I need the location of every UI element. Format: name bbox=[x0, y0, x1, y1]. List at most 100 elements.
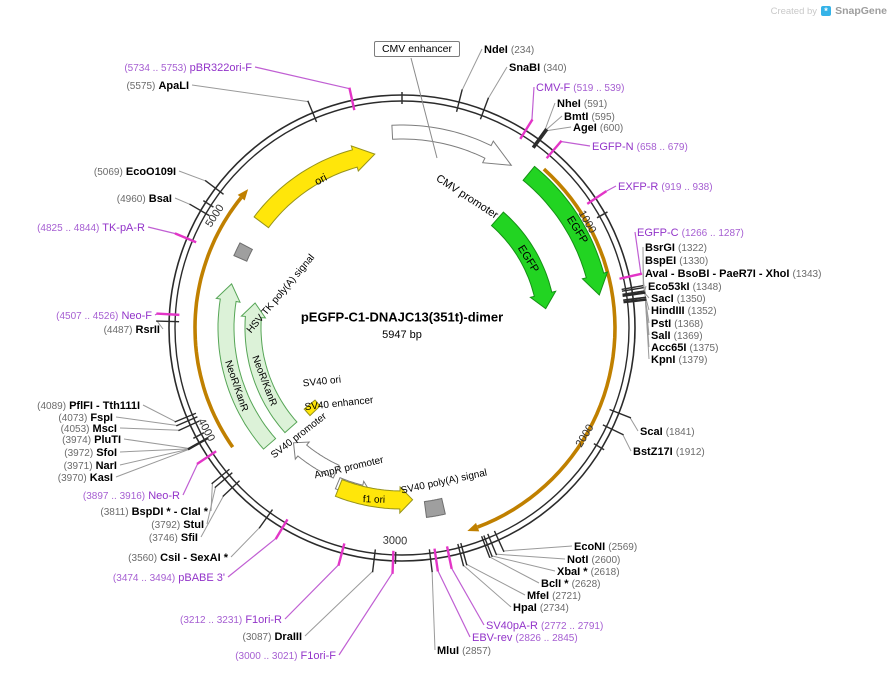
ori-arrow[interactable] bbox=[253, 145, 376, 229]
egfp-outer-arrow[interactable] bbox=[522, 165, 609, 296]
scale-tick bbox=[596, 211, 608, 219]
restriction-site-label[interactable]: BsrGI (1322) bbox=[645, 242, 707, 255]
restriction-site-label[interactable]: (3811) BspDI * - ClaI * bbox=[0, 506, 208, 519]
primer-range: (2772 .. 2791) bbox=[541, 621, 604, 632]
neor-kanr-outer-arrow[interactable] bbox=[215, 283, 277, 450]
sv40-promoter-arrow[interactable] bbox=[292, 441, 340, 479]
sv40-polya-box[interactable] bbox=[423, 497, 446, 518]
watermark-brand: SnapGene bbox=[835, 5, 887, 17]
restriction-site-label[interactable]: EcoNI (2569) bbox=[574, 541, 637, 554]
restriction-site-label[interactable]: XbaI * (2618) bbox=[557, 566, 620, 579]
neor-kanr-inner-arrow[interactable] bbox=[240, 302, 298, 434]
restriction-site-label[interactable]: NheI (591) bbox=[557, 98, 607, 111]
restriction-site-label[interactable]: KpnI (1379) bbox=[651, 354, 707, 367]
f1-ori-arrow[interactable] bbox=[334, 478, 414, 515]
restriction-site-label[interactable]: MfeI (2721) bbox=[527, 590, 581, 603]
restriction-site-label[interactable]: (3970) KasI bbox=[0, 472, 113, 485]
restriction-site-label[interactable]: (5069) EcoO109I bbox=[0, 166, 176, 179]
primer-label[interactable]: EBV-rev (2826 .. 2845) bbox=[472, 632, 578, 645]
site-name: EcoO109I bbox=[125, 166, 176, 178]
restriction-site-label[interactable]: (4073) FspI bbox=[0, 412, 113, 425]
primer-leader-line bbox=[338, 572, 394, 656]
primer-label[interactable]: EGFP-C (1266 .. 1287) bbox=[637, 227, 744, 240]
restriction-site-label[interactable]: AgeI (600) bbox=[573, 122, 623, 135]
primer-label[interactable]: (3212 .. 3231) F1ori-R bbox=[0, 614, 282, 627]
sv40-ori-box[interactable] bbox=[303, 399, 321, 417]
restriction-site-label[interactable]: (3974) PluTI bbox=[0, 434, 121, 447]
restriction-site-label[interactable]: Eco53kI (1348) bbox=[648, 281, 722, 294]
primer-label[interactable]: CMV-F (519 .. 539) bbox=[536, 82, 624, 95]
primer-name: Neo-F bbox=[121, 310, 152, 322]
site-tick bbox=[602, 424, 624, 436]
primer-label[interactable]: (4507 .. 4526) Neo-F bbox=[0, 310, 152, 323]
restriction-site-label[interactable]: HindIII (1352) bbox=[651, 305, 717, 318]
site-tick bbox=[622, 290, 646, 295]
restriction-site-label[interactable]: (4487) RsrII bbox=[0, 324, 160, 337]
site-leader-line bbox=[191, 84, 309, 103]
restriction-site-label[interactable]: ScaI (1841) bbox=[640, 426, 695, 439]
site-tick bbox=[609, 408, 632, 419]
site-leader-line bbox=[123, 438, 189, 449]
primer-name: F1ori-R bbox=[245, 614, 282, 626]
restriction-site-label[interactable]: SalI (1369) bbox=[651, 330, 703, 343]
primer-label[interactable]: EGFP-N (658 .. 679) bbox=[592, 141, 688, 154]
restriction-site-label[interactable]: BspEI (1330) bbox=[645, 255, 708, 268]
f1-ori-label[interactable]: f1 ori bbox=[362, 494, 386, 506]
restriction-site-label[interactable]: (3560) CsiI - SexAI * bbox=[0, 552, 228, 565]
restriction-site-label[interactable]: SacI (1350) bbox=[651, 293, 706, 306]
restriction-site-label[interactable]: Acc65I (1375) bbox=[651, 342, 718, 355]
primer-label[interactable]: (3897 .. 3916) Neo-R bbox=[0, 490, 180, 503]
restriction-site-label[interactable]: (3972) SfoI bbox=[0, 447, 117, 460]
site-tick bbox=[623, 299, 647, 304]
restriction-site-label[interactable]: SnaBI (340) bbox=[509, 62, 567, 75]
restriction-site-label[interactable]: (3971) NarI bbox=[0, 460, 117, 473]
site-position: (3974) bbox=[62, 435, 92, 446]
primer-leader-line bbox=[284, 564, 340, 620]
site-position: (1369) bbox=[673, 331, 703, 342]
restriction-site-label[interactable]: BstZ17I (1912) bbox=[633, 446, 705, 459]
site-name: BsrGI bbox=[645, 242, 675, 254]
primer-name: pBABE 3' bbox=[178, 572, 225, 584]
site-position: (3972) bbox=[64, 448, 94, 459]
cmv-promoter-arrow[interactable] bbox=[391, 124, 513, 166]
site-name: Acc65I bbox=[651, 342, 687, 354]
insert-arc-left-arrowhead[interactable] bbox=[237, 189, 249, 201]
restriction-site-label[interactable]: PstI (1368) bbox=[651, 318, 703, 331]
restriction-site-label[interactable]: MluI (2857) bbox=[437, 645, 491, 658]
scale-tick bbox=[193, 432, 205, 439]
restriction-site-label[interactable]: AvaI - BsoBI - PaeR7I - XhoI (1343) bbox=[645, 268, 821, 281]
primer-tick bbox=[391, 550, 395, 574]
primer-label[interactable]: EXFP-R (919 .. 938) bbox=[618, 181, 713, 194]
watermark: Created by * SnapGene bbox=[771, 5, 887, 17]
site-name: PluTI bbox=[94, 434, 121, 446]
primer-name: F1ori-F bbox=[300, 650, 336, 662]
insert-arc-right-arrowhead[interactable] bbox=[467, 522, 480, 532]
site-tick bbox=[211, 468, 230, 485]
restriction-site-label[interactable]: (3087) DraIII bbox=[0, 631, 302, 644]
restriction-site-label[interactable]: (4053) MscI bbox=[0, 423, 117, 436]
cmv-enhancer-label[interactable]: CMV enhancer bbox=[374, 41, 460, 57]
restriction-site-label[interactable]: HpaI (2734) bbox=[513, 602, 569, 615]
insert-arc-right[interactable] bbox=[476, 167, 617, 529]
restriction-site-label[interactable]: BclI * (2628) bbox=[541, 578, 600, 591]
site-tick bbox=[621, 284, 645, 291]
restriction-site-label[interactable]: NotI (2600) bbox=[567, 554, 620, 567]
restriction-site-label[interactable]: (4089) PflFI - Tth111I bbox=[0, 400, 140, 413]
restriction-site-label[interactable]: (4960) BsaI bbox=[0, 193, 172, 206]
primer-label[interactable]: (4825 .. 4844) TK-pA-R bbox=[0, 222, 145, 235]
hsv-tk-polya-box[interactable] bbox=[233, 242, 254, 262]
site-position: (2734) bbox=[539, 603, 569, 614]
insert-arc-left[interactable] bbox=[193, 196, 243, 449]
restriction-site-label[interactable]: BmtI (595) bbox=[564, 111, 615, 124]
restriction-site-label[interactable]: (3792) StuI bbox=[0, 519, 204, 532]
egfp-inner-arrow[interactable] bbox=[490, 211, 557, 310]
primer-label[interactable]: SV40pA-R (2772 .. 2791) bbox=[486, 620, 603, 633]
primer-label[interactable]: (5734 .. 5753) pBR322ori-F bbox=[0, 62, 252, 75]
primer-label[interactable]: (3000 .. 3021) F1ori-F bbox=[0, 650, 336, 663]
restriction-site-label[interactable]: NdeI (234) bbox=[484, 44, 534, 57]
restriction-site-label[interactable]: (3746) SfiI bbox=[0, 532, 198, 545]
primer-leader-line bbox=[227, 537, 277, 578]
primer-label[interactable]: (3474 .. 3494) pBABE 3' bbox=[0, 572, 225, 585]
site-position: (1348) bbox=[692, 282, 722, 293]
restriction-site-label[interactable]: (5575) ApaLI bbox=[0, 80, 189, 93]
